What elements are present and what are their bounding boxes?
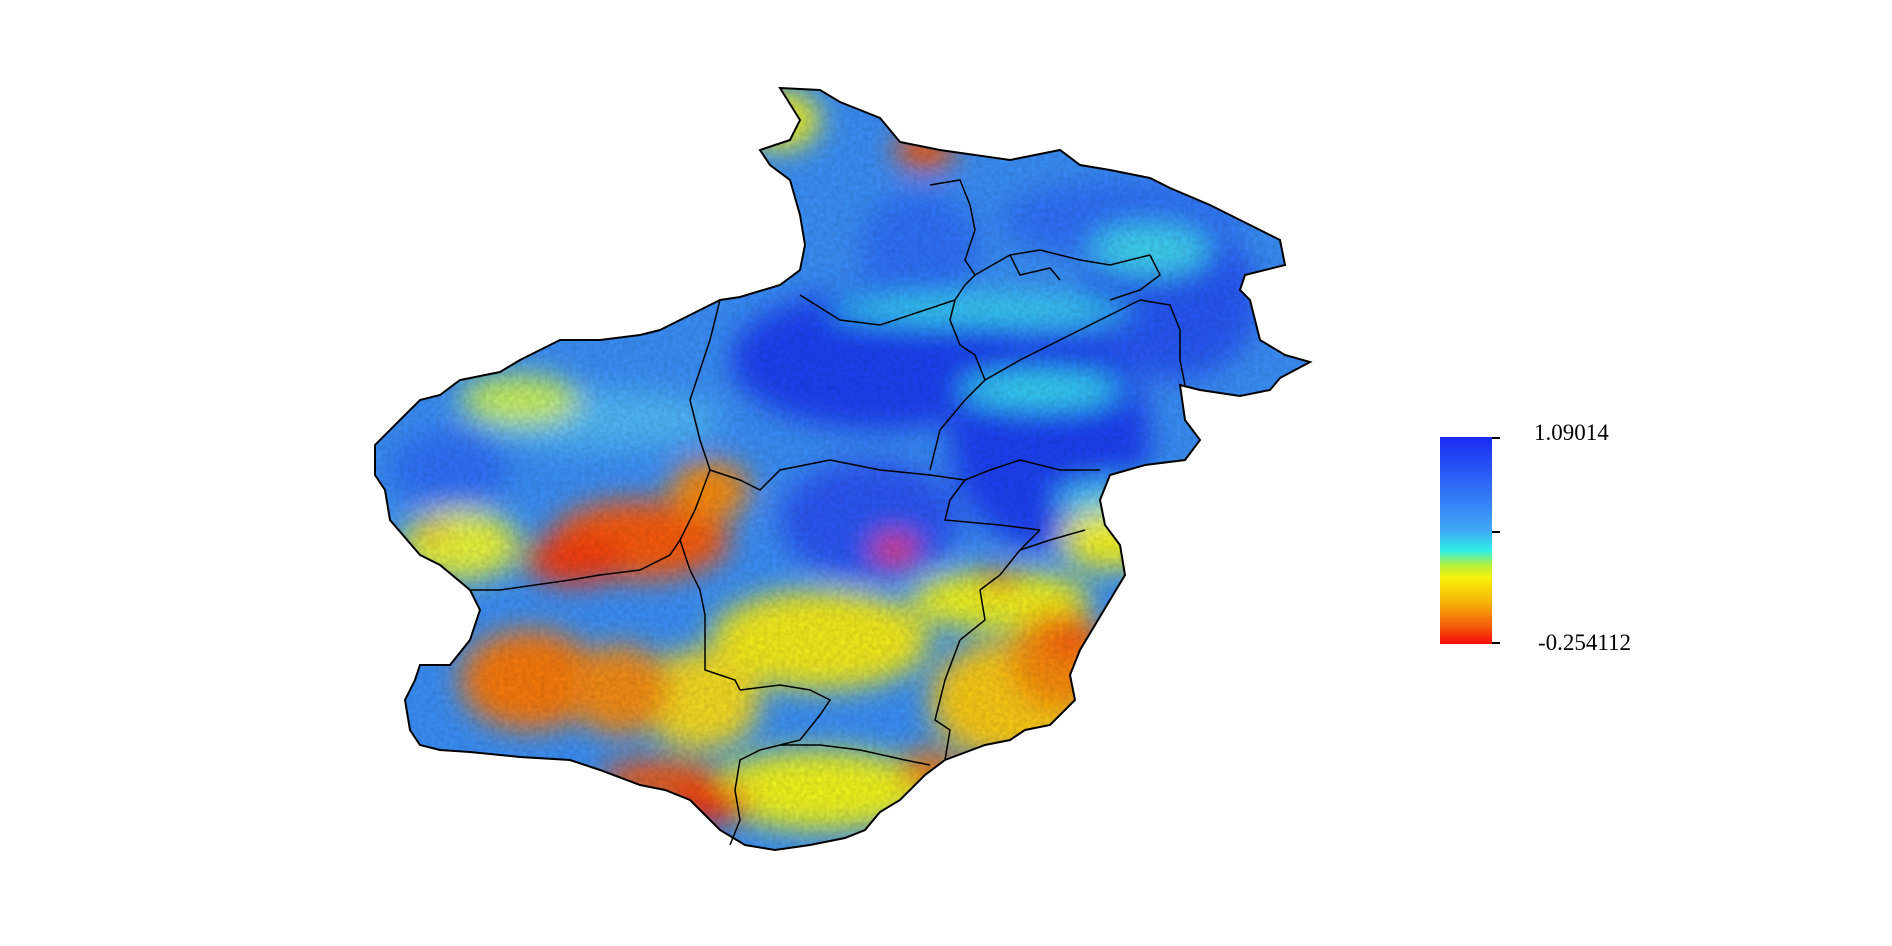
legend-max-label: 1.09014 [1534, 420, 1609, 445]
legend-min-label: -0.254112 [1538, 630, 1632, 655]
legend-tick-mid [1492, 531, 1500, 533]
legend-color-bar [1440, 437, 1492, 644]
legend-tick-max [1492, 437, 1500, 439]
raster-surface [375, 88, 1310, 850]
region-boundary [374, 86, 1313, 852]
district-boundaries [470, 179, 1186, 846]
legend-tick-min [1492, 642, 1500, 644]
color-legend: 1.09014 -0.254112 [1440, 420, 1631, 657]
